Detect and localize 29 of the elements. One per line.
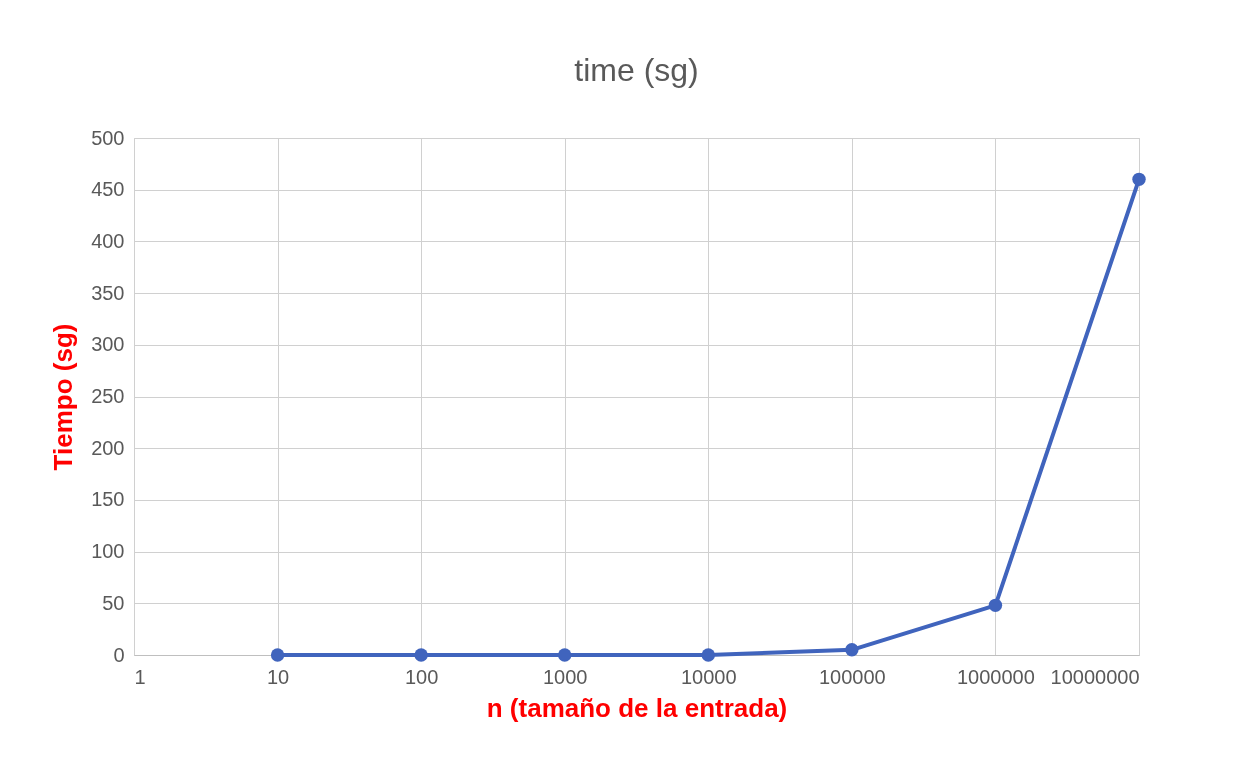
y-tick-label: 500 <box>91 126 125 149</box>
x-tick-label: 1000 <box>542 665 588 688</box>
y-tick-label: 350 <box>91 281 125 304</box>
point <box>988 598 1003 613</box>
y-tick-label: 300 <box>91 333 125 356</box>
y-tick-label: 200 <box>91 436 125 459</box>
y-axis-title: Tiempo (sg) <box>48 323 79 471</box>
y-tick-label: 50 <box>102 591 125 614</box>
x-tick-label: 10000 <box>680 665 737 688</box>
x-axis-title: n (tamaño de la entrada) <box>486 692 788 723</box>
y-tick-label: 400 <box>91 229 125 252</box>
x-tick-label: 1 <box>134 665 146 688</box>
y-tick-label: 250 <box>91 385 125 407</box>
point <box>1132 172 1146 187</box>
point <box>270 648 285 662</box>
chart-title: time (sg) <box>574 52 699 88</box>
x-tick-label: 100 <box>404 665 439 688</box>
y-tick-label: 450 <box>91 178 125 201</box>
x-tick-label: 1000000 <box>956 665 1035 688</box>
x-tick-label: 10000000 <box>1050 665 1140 688</box>
point <box>845 643 859 657</box>
x-tick-label: 100000 <box>818 665 886 688</box>
y-tick-label: 150 <box>91 488 125 511</box>
point <box>414 648 428 662</box>
x-tick-label: 10 <box>266 665 290 688</box>
y-tick-label: 100 <box>91 540 125 563</box>
point <box>558 648 572 662</box>
point <box>701 648 715 662</box>
y-tick-label: 0 <box>113 643 125 666</box>
